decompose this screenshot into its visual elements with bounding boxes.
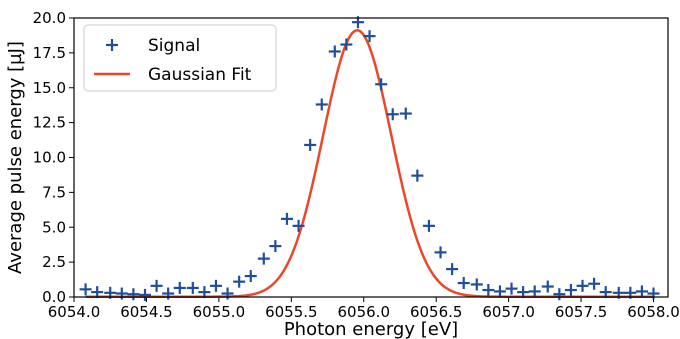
x-axis-title: Photon energy [eV] [284,319,458,339]
signal-point [517,286,530,299]
x-tick-label: 6057.0 [482,303,535,321]
signal-point [269,240,282,253]
signal-point [635,285,648,298]
x-tick-label: 6056.5 [410,303,463,321]
x-tick-label: 6058.0 [627,303,680,321]
legend-fit-label: Gaussian Fit [148,65,252,85]
y-tick-label: 5.0 [42,218,66,236]
x-tick-label: 6057.5 [555,303,608,321]
signal-point [528,285,541,298]
x-tick-label: 6054.5 [120,303,173,321]
signal-point [493,285,506,298]
legend-signal-marker [106,39,118,51]
signal-point [173,281,186,294]
legend-signal-plus-icon [106,39,118,51]
y-tick-label: 7.5 [42,183,66,201]
x-tick-label: 6055.0 [193,303,246,321]
signal-point [328,45,341,58]
signal-point [541,280,554,293]
signal-point [150,279,163,292]
y-tick-label: 10.0 [33,149,66,167]
signal-point [233,275,246,288]
signal-point [470,278,483,291]
y-tick-label: 12.5 [33,114,66,132]
signal-point [446,263,459,276]
signal-point [315,98,328,111]
signal-point [564,284,577,297]
signal-point [553,288,566,301]
signal-point [292,219,305,232]
signal-point [79,283,92,296]
signal-point [127,288,140,301]
signal-point [411,169,424,182]
y-axis-title: Average pulse energy [µJ] [5,41,26,274]
signal-point [209,279,222,292]
signal-point [138,288,151,301]
signal-point [482,284,495,297]
y-tick-label: 17.5 [33,44,66,62]
x-tick-label: 6054.0 [48,303,101,321]
legend-signal-label: Signal [148,36,200,56]
signal-point [599,286,612,299]
y-tick-label: 15.0 [33,79,66,97]
signal-point [434,246,447,259]
signal-point [257,252,270,265]
y-tick-label: 20.0 [33,9,66,27]
x-tick-label: 6056.0 [338,303,391,321]
signal-point [588,277,601,290]
x-tick-label: 6055.5 [265,303,318,321]
y-tick-label: 2.5 [42,253,66,271]
signal-point [340,38,353,51]
ticks-layer: 6054.0 6054.5 6055.0 6055.5 6056.0 6056.5 6057… [33,9,680,321]
signal-point [186,281,199,294]
signal-point [386,108,399,121]
y-tick-label: 0.0 [42,288,66,306]
signal-point [422,219,435,232]
signal-point [363,30,376,43]
legend: Signal Gaussian Fit [83,24,277,92]
signal-point [280,212,293,225]
plot-frame [73,17,669,298]
signal-point [399,107,412,120]
signal-point [198,286,211,299]
signal-point [375,78,388,91]
signal-point [91,286,104,299]
legend-box [83,24,277,92]
signal-point [457,277,470,290]
signal-point [244,270,257,283]
signal-point [505,282,518,295]
signal-point [576,279,589,292]
signal-point [304,138,317,151]
